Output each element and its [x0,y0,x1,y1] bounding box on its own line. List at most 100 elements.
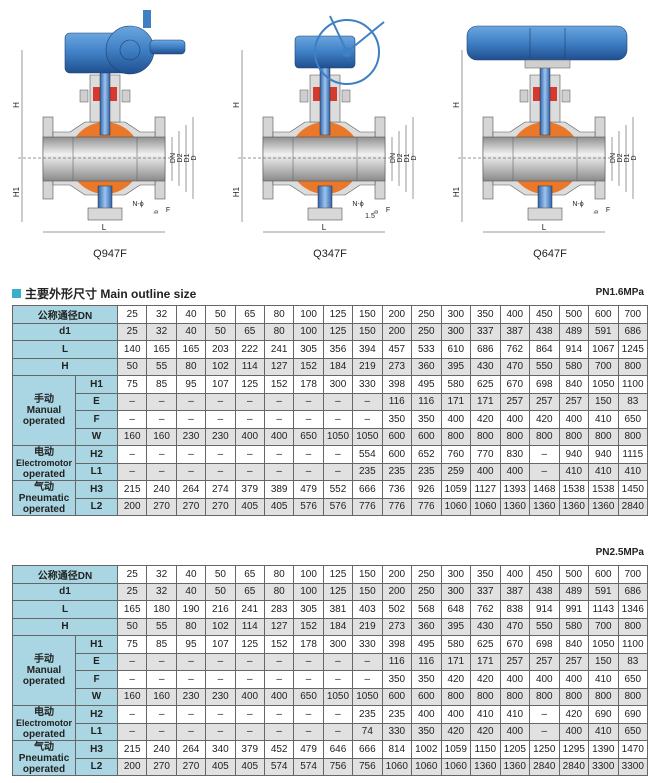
table-cell: 940 [588,445,619,464]
row-sublabel: L2 [74,497,119,516]
table-cell: 420 [440,670,472,689]
label-d1: D1 [404,153,411,162]
row-label: H [11,357,119,376]
table-cell: 420 [440,722,472,741]
table-cell: 1050 [352,427,383,446]
table-cell: 190 [175,600,207,619]
table-cell: 50 [117,617,148,636]
table-cell: 65 [234,565,265,584]
label-h1: H1 [452,186,461,197]
table-cell: 1360 [470,757,501,776]
table-cell: – [322,705,354,724]
table-cell: 264 [175,480,207,499]
table-cell: 410 [499,705,531,724]
table-cell: 550 [529,357,560,376]
table-cell: 410 [617,462,649,481]
group-label-en1: Manual [26,405,62,416]
table-cell: 235 [352,705,383,724]
table-cell: 152 [263,375,295,394]
table-cell: 1050 [322,687,354,706]
table-cell: 55 [146,357,177,376]
table-cell: 1360 [588,497,619,516]
table-cell: 160 [146,687,177,706]
table-cell: 184 [322,617,354,636]
row-label: H [11,617,119,636]
table-cell: 250 [411,582,442,601]
table-row: W 160 160 230 230 400 400 650 1050 1050 600 600 800 8… [13,427,649,446]
table-cell: 350 [381,410,413,429]
table-cell: 150 [352,582,383,601]
table-cell: 387 [499,322,531,341]
table-cell: 150 [352,305,383,324]
table-row: d1 25 32 40 50 65 80 100 125 150 200 250 300 337 387 43… [11,322,649,341]
table-cell: 1100 [617,635,649,654]
table-cell: 257 [499,392,531,411]
table-row: F – – – – – – – – –350 350 400 420 400 420 400 410 650 [13,410,649,429]
table-cell: 940 [558,445,590,464]
table-cell: – [263,462,295,481]
table-row: L 140 165 165 203 222 241 305 356 394 457 533 610 686… [11,340,649,359]
group-label-en1: Pneumatic [18,752,70,764]
row-sublabel: L1 [74,722,119,741]
table-row: L1– – – – – – – –74 330 350 420 420 400–400 410 650 [13,722,649,741]
table-cell: 1060 [470,497,501,516]
table-cell: 410 [588,462,619,481]
row-sublabel: L1 [74,462,119,481]
handwheel-shaft [149,39,186,55]
table-cell: 926 [411,480,442,499]
table-cell: 50 [205,582,236,601]
table-cell: 395 [440,357,472,376]
table-cell: 160 [117,427,148,446]
table-cell: 400 [499,305,531,324]
table-cell: 300 [440,565,472,584]
table-cell: 152 [293,617,324,636]
table-cell: 576 [293,497,324,516]
table-cell: 270 [175,757,207,776]
label-b: b [154,210,160,214]
table-cell: 1346 [617,600,649,619]
figure-caption: Q947F [93,248,127,260]
table-cell: 152 [293,357,324,376]
label-h1: H1 [232,186,241,197]
table-cell: 165 [117,600,148,619]
table-cell: 3300 [617,757,649,776]
table-cell: – [263,722,295,741]
group-label-en2: operated [22,728,66,740]
table-cell: – [263,445,295,464]
table-cell: 127 [263,617,295,636]
table-cell: 650 [293,427,324,446]
table-cell: 698 [529,375,560,394]
table-row: 手动 Manual operated H1 75 85 95 107 125 152 178 300 3… [12,375,649,446]
table-cell: 600 [411,687,442,706]
table-cell: 25 [117,305,148,324]
table-cell: 1360 [499,757,531,776]
table-cell: – [205,445,236,464]
table-cell: 107 [205,635,236,654]
table-cell: 1360 [558,497,590,516]
table-cell: 800 [617,427,649,446]
table-cell: – [529,462,560,481]
table-cell: 250 [411,305,442,324]
table-cell: – [205,705,236,724]
table-cell: – [205,392,236,411]
table-cell: 400 [263,427,295,446]
table-cell: 337 [470,322,501,341]
table-cell: 250 [411,565,442,584]
table-cell: 1067 [588,340,619,359]
table-cell: 80 [263,305,295,324]
table-cell: – [293,652,324,671]
table-cell: 394 [352,340,383,359]
table-cell: – [293,705,324,724]
table-cell: 400 [529,670,560,689]
table-cell: 600 [588,305,619,324]
table-cell: 438 [529,322,560,341]
table-cell: 80 [263,322,295,341]
table-cell: 215 [117,480,148,499]
pipe-bore [42,136,166,182]
table-cell: – [175,722,207,741]
group-label: 手动 Manual operated [12,375,76,446]
table-cell: 686 [617,322,649,341]
table-cell: – [352,392,383,411]
table-cell: 340 [205,740,236,759]
